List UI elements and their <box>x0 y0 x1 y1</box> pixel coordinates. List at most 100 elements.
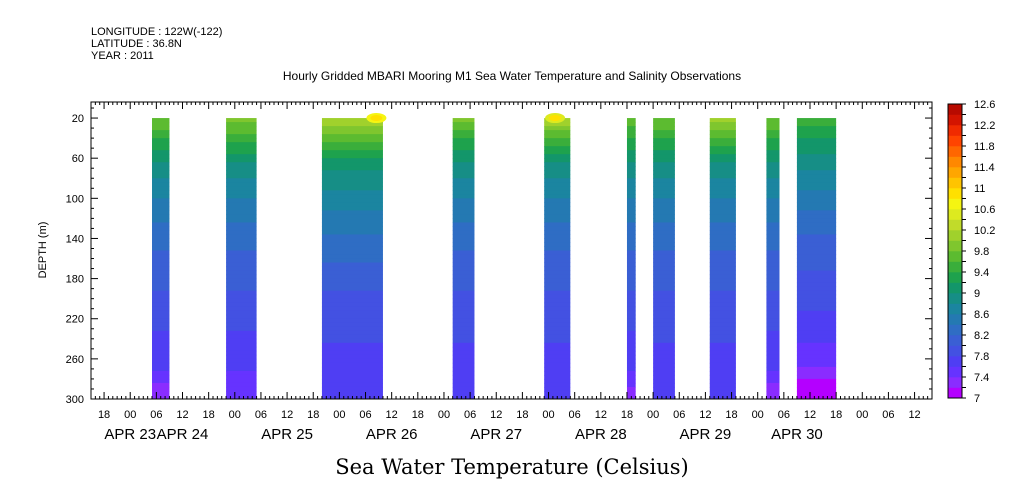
temperature-cell <box>709 354 736 360</box>
temperature-cell <box>544 362 571 368</box>
temperature-cell <box>152 306 170 312</box>
temperature-cell <box>653 246 675 251</box>
temperature-cell <box>709 126 736 131</box>
temperature-cell <box>544 374 571 380</box>
temperature-cell <box>653 358 675 364</box>
temperature-cell <box>626 122 636 127</box>
temperature-cell <box>544 158 571 163</box>
temperature-cell <box>653 134 675 139</box>
temperature-cell <box>709 330 736 336</box>
colorbar-swatch <box>948 314 962 325</box>
temperature-cell <box>226 278 257 284</box>
temperature-cell <box>452 386 475 392</box>
temperature-cell <box>653 394 675 399</box>
temperature-cell <box>152 382 170 388</box>
x-axis: 18 00 06 12 18 00 06 12 18 00 06 12 18 00 06 12 18 00 06 12… <box>94 102 933 443</box>
data-column <box>321 113 387 399</box>
temperature-cell <box>626 230 636 235</box>
temperature-cell <box>796 294 837 300</box>
colorbar-swatch <box>948 240 962 252</box>
y-tick-label: 60 <box>72 153 84 165</box>
temperature-cell <box>152 158 170 163</box>
temperature-cell <box>766 178 780 183</box>
temperature-cell <box>544 202 571 207</box>
temperature-cell <box>796 350 837 356</box>
temperature-cell <box>766 202 780 207</box>
temperature-cell <box>796 138 837 143</box>
temperature-cell <box>626 174 636 179</box>
temperature-cell <box>452 390 475 396</box>
temperature-cell <box>653 298 675 304</box>
temperature-cell <box>766 182 780 187</box>
colorbar-swatch <box>948 198 962 210</box>
temperature-cell <box>544 306 571 312</box>
temperature-cell <box>709 234 736 239</box>
temperature-cell <box>321 290 383 296</box>
temperature-cell <box>544 222 571 227</box>
temperature-cell <box>709 230 736 235</box>
temperature-cell <box>766 194 780 199</box>
temperature-cell <box>626 330 636 336</box>
temperature-cell <box>709 174 736 179</box>
temperature-cell <box>452 374 475 380</box>
temperature-cell <box>452 282 475 288</box>
temperature-cell <box>626 270 636 276</box>
temperature-cell <box>626 178 636 183</box>
temperature-cell <box>452 142 475 147</box>
temperature-cell <box>226 286 257 292</box>
colorbar-label: 12.2 <box>974 120 995 132</box>
colorbar-label: 10.6 <box>974 204 995 216</box>
temperature-cell <box>152 130 170 135</box>
temperature-cell <box>653 306 675 312</box>
temperature-cell <box>152 350 170 356</box>
temperature-cell <box>766 230 780 235</box>
temperature-cell <box>796 262 837 268</box>
temperature-cell <box>796 142 837 147</box>
temperature-cell <box>544 254 571 260</box>
temperature-cell <box>709 206 736 211</box>
colorbar-swatch <box>948 324 962 336</box>
temperature-cell <box>321 270 383 276</box>
temperature-cell <box>321 214 383 219</box>
plot-frame <box>90 101 933 400</box>
temperature-cell <box>766 214 780 219</box>
x-tick-label: 00 <box>124 409 136 421</box>
temperature-cell <box>226 322 257 328</box>
temperature-cell <box>152 198 170 203</box>
temperature-cell <box>626 206 636 211</box>
temperature-cell <box>653 122 675 127</box>
temperature-cell <box>226 314 257 320</box>
temperature-cell <box>626 258 636 264</box>
temperature-cell <box>626 290 636 296</box>
temperature-cell <box>226 230 257 235</box>
temperature-cell <box>653 198 675 203</box>
temperature-cell <box>452 162 475 167</box>
temperature-cell <box>226 330 257 336</box>
data-column <box>152 118 170 399</box>
temperature-cell <box>796 126 837 131</box>
temperature-cell <box>796 134 837 139</box>
temperature-cell <box>321 182 383 187</box>
temperature-cell <box>653 286 675 292</box>
temperature-cell <box>152 210 170 215</box>
temperature-cell <box>321 138 383 143</box>
temperature-cell <box>452 218 475 223</box>
colorbar-label: 7 <box>974 393 980 405</box>
temperature-cell <box>653 218 675 223</box>
temperature-cell <box>796 302 837 308</box>
y-axis-label: DEPTH (m) <box>37 222 49 279</box>
temperature-cell <box>709 130 736 135</box>
temperature-cell <box>796 186 837 191</box>
temperature-cell <box>226 270 257 276</box>
temperature-cell <box>709 370 736 376</box>
temperature-cell <box>452 330 475 336</box>
temperature-cell <box>796 298 837 304</box>
temperature-cell <box>626 314 636 320</box>
temperature-cell <box>626 386 636 392</box>
temperature-cell <box>544 346 571 352</box>
temperature-cell <box>321 238 383 243</box>
temperature-cell <box>626 366 636 372</box>
temperature-cell <box>626 282 636 288</box>
temperature-cell <box>152 254 170 260</box>
colorbar-swatch <box>948 356 962 367</box>
